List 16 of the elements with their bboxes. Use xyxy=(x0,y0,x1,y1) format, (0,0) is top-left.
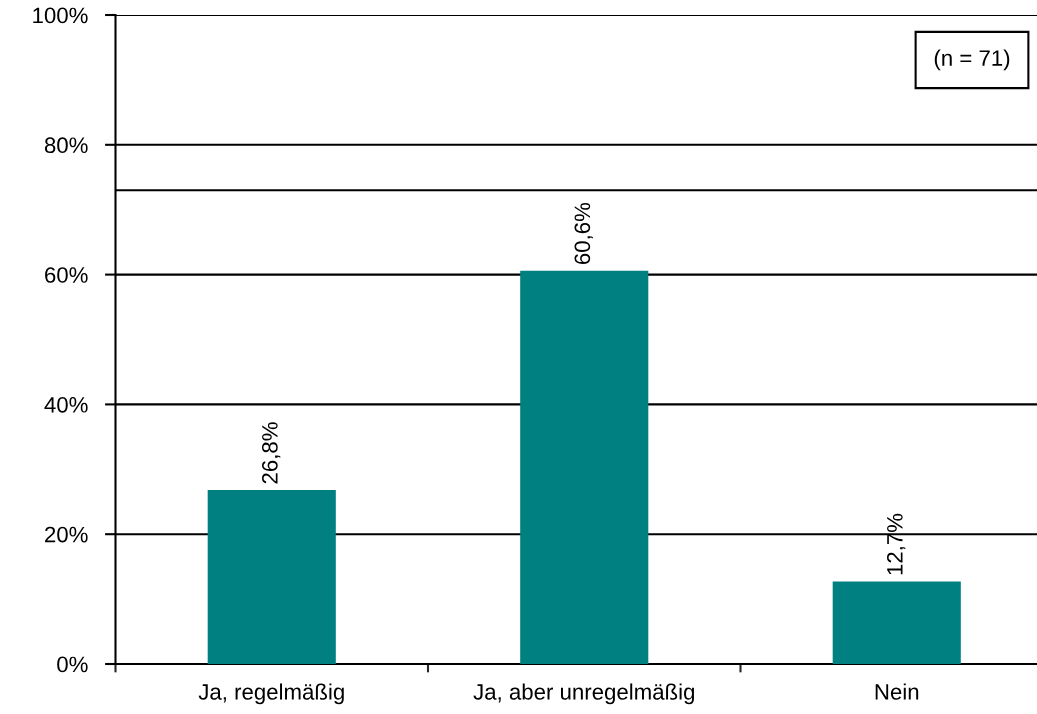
x-tick-label: Ja, aber unregelmäßig xyxy=(473,683,694,705)
x-tick-label: Ja, regelmäßig xyxy=(198,683,344,705)
y-tick-label: 80% xyxy=(44,137,88,154)
bar xyxy=(207,490,336,664)
y-tick-label: 100% xyxy=(33,7,88,24)
y-tick-label: 20% xyxy=(45,526,88,543)
bar xyxy=(832,581,961,664)
data-label: 12,7% xyxy=(886,513,906,575)
y-tick-label: 0% xyxy=(57,656,88,673)
annotation: (n = 71) xyxy=(934,49,1010,71)
y-tick-label: 60% xyxy=(45,267,88,283)
bar xyxy=(520,270,649,664)
x-tick-label: Nein xyxy=(875,683,919,700)
data-label: 26,8% xyxy=(261,422,281,484)
y-tick-label: 40% xyxy=(44,396,88,413)
data-label: 60,6% xyxy=(574,202,593,265)
